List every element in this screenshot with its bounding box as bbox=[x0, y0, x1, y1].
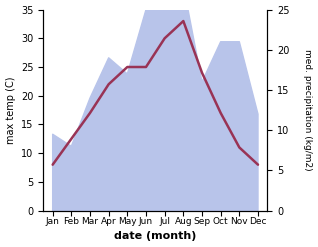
Y-axis label: med. precipitation (kg/m2): med. precipitation (kg/m2) bbox=[303, 49, 313, 171]
X-axis label: date (month): date (month) bbox=[114, 231, 197, 242]
Y-axis label: max temp (C): max temp (C) bbox=[5, 76, 16, 144]
